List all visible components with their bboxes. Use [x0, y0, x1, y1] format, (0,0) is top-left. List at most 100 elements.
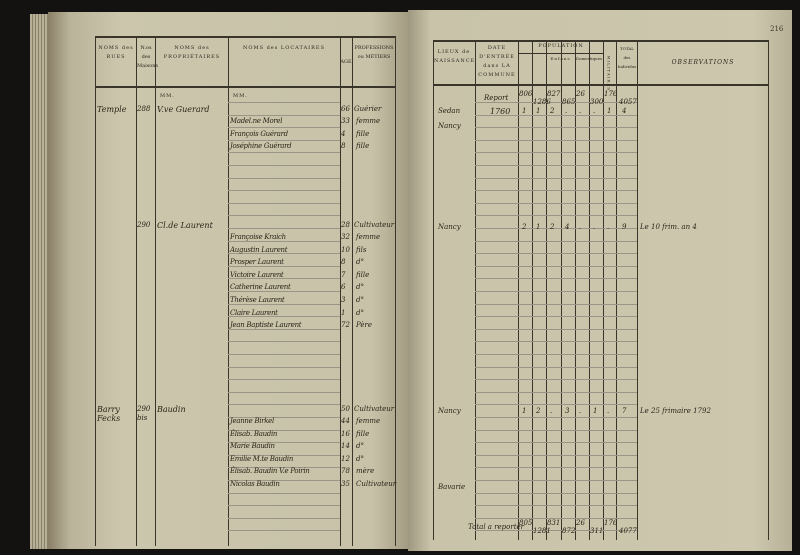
rule-line	[433, 40, 434, 540]
owner-age: 50	[341, 405, 350, 413]
rule-line	[228, 442, 340, 444]
rule-line	[228, 177, 340, 179]
population-count: 2	[550, 223, 555, 231]
population-count: .	[607, 223, 610, 231]
rule-line	[475, 505, 637, 507]
population-count: .	[607, 407, 610, 415]
rule-line	[475, 454, 637, 456]
rule-line	[95, 36, 96, 546]
rule-line	[433, 40, 768, 42]
rule-line	[228, 366, 340, 368]
rule-line	[228, 328, 340, 330]
rule-line	[475, 40, 476, 540]
population-count: 3	[565, 407, 570, 415]
rule-line	[228, 467, 340, 469]
tenant-age: 72	[341, 321, 350, 330]
rule-line	[475, 165, 637, 166]
tenant-age: 12	[341, 454, 350, 463]
tenant-name: Madel.ne Morel	[230, 117, 283, 125]
house-number: 290 bis	[137, 405, 151, 422]
population-count: 1	[536, 223, 541, 231]
rule-line	[475, 190, 637, 192]
total-value: 831	[547, 519, 561, 527]
rule-line	[228, 354, 340, 355]
population-count: .	[550, 407, 553, 415]
rule-line	[475, 139, 637, 141]
street-name: Temple	[97, 105, 127, 114]
rule-line	[475, 240, 637, 242]
owner-age: 66	[341, 105, 350, 113]
rule-line	[433, 84, 768, 86]
rule-line	[228, 114, 340, 116]
total-value: 176	[604, 519, 618, 527]
rule-line	[768, 40, 769, 540]
report-value: 806	[519, 90, 533, 98]
population-count: 2	[522, 223, 527, 231]
tenant-profession: fille	[356, 429, 370, 438]
owner-profession: Guérier	[354, 105, 382, 113]
tenant-age: 8	[341, 258, 346, 267]
tenant-name: François Guérard	[230, 129, 288, 138]
population-count: 4	[565, 223, 570, 231]
tenant-profession: fille	[356, 142, 370, 151]
rule-line	[228, 404, 340, 406]
tenant-age: 6	[341, 283, 346, 292]
rule-line	[616, 40, 617, 540]
rule-line	[475, 316, 637, 318]
total-value: 872	[562, 527, 576, 535]
tenant-name: Marie Baudin	[230, 442, 275, 451]
rule-line	[475, 328, 637, 330]
rule-line	[228, 530, 340, 532]
population-count: 1	[593, 407, 598, 415]
header-militaires: MILITAIRES	[606, 55, 612, 92]
population-count: 9	[622, 223, 627, 231]
header-proprietaires: NOMS des PROPRIÉTAIRES	[163, 45, 221, 60]
header-rues: NOMS des RUES	[98, 45, 134, 60]
page-edges	[30, 14, 50, 549]
report-value: 300	[590, 98, 604, 106]
tenant-profession: d°	[356, 296, 364, 304]
tenant-profession: femme	[356, 233, 381, 241]
rule-line	[475, 177, 637, 179]
observation: Le 25 frimaire 1792	[640, 407, 711, 415]
tenant-age: 44	[341, 417, 350, 425]
total-label: Total a reporter	[468, 523, 525, 531]
tenant-profession: d°	[356, 442, 364, 451]
report-value: 176	[604, 90, 618, 98]
tenant-name: Thérèse Laurent	[230, 296, 285, 304]
total-value: 26	[576, 519, 585, 527]
tenant-name: Claire Laurent	[230, 308, 278, 317]
tenant-profession: fille	[356, 129, 370, 138]
tenant-age: 78	[341, 467, 350, 476]
rule-line	[228, 228, 340, 229]
tenant-age: 1	[341, 308, 346, 317]
rule-line	[228, 139, 340, 141]
population-count: 1	[536, 107, 541, 115]
rule-line	[637, 40, 638, 540]
tenant-profession: d°	[356, 258, 364, 267]
rule-line	[475, 265, 637, 267]
total-value: 1281	[533, 527, 551, 535]
rule-line	[475, 127, 637, 129]
rule-line	[475, 404, 637, 406]
tenant-name: Nicolas Baudin	[230, 480, 280, 488]
tenant-name: Jean Baptiste Laurent	[230, 321, 302, 330]
rule-line	[603, 40, 604, 540]
rule-line	[589, 40, 590, 540]
header-population: POPULATION	[538, 43, 584, 49]
header-total: TOTAL des Individus	[617, 46, 637, 69]
tenant-profession: d°	[356, 454, 364, 463]
tenant-profession: femme	[356, 117, 381, 125]
tenant-name: Prosper Laurent	[230, 258, 284, 267]
tenant-profession: mère	[356, 467, 375, 476]
rule-line	[575, 40, 576, 540]
mm-label: MM.	[160, 93, 175, 99]
street-name: Barry Fecks	[97, 405, 121, 423]
tenant-profession: Père	[356, 321, 373, 330]
rule-line	[228, 215, 340, 217]
population-count: .	[579, 407, 582, 415]
rule-line	[228, 240, 340, 242]
rule-line	[395, 36, 396, 546]
population-count: .	[593, 223, 596, 231]
rule-line	[155, 36, 156, 546]
